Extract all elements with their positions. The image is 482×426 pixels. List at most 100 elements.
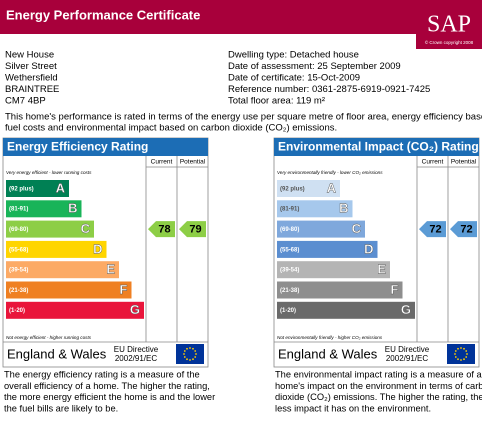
eu-star xyxy=(460,347,462,349)
copyright: © Crown copyright 2008 xyxy=(425,39,474,45)
rating-value: 79 xyxy=(189,224,201,236)
band-letter: F xyxy=(391,282,399,297)
address-line: Silver Street xyxy=(5,61,57,72)
band-letter: G xyxy=(130,302,140,317)
band-letter: D xyxy=(93,241,102,256)
directive: EU Directive xyxy=(385,345,430,354)
eu-star xyxy=(454,353,456,355)
band-letter: D xyxy=(364,241,373,256)
band-letter: F xyxy=(120,282,128,297)
address-line: BRAINTREE xyxy=(5,84,59,95)
detail-line: Date of assessment: 25 September 2009 xyxy=(228,61,401,72)
logo: SAP xyxy=(427,12,471,38)
intro-line: fuel costs and environmental impact base… xyxy=(5,123,337,134)
eu-star xyxy=(460,359,462,361)
band-range: (55-68) xyxy=(280,247,299,253)
description-line: home's impact on the environment in term… xyxy=(275,381,482,391)
band-letter: C xyxy=(352,221,362,236)
rating-band xyxy=(6,180,69,197)
band-letter: A xyxy=(327,180,337,195)
band-range: (92 plus) xyxy=(9,186,34,192)
eu-star xyxy=(183,356,186,358)
detail-line: Dwelling type: Detached house xyxy=(228,50,359,61)
band-letter: B xyxy=(68,201,77,216)
column-header: Potential xyxy=(180,159,206,166)
eu-star xyxy=(186,358,188,361)
band-range: (1-20) xyxy=(9,308,25,314)
description-line: the more energy efficient the home is an… xyxy=(4,392,215,402)
eu-star xyxy=(454,350,457,352)
band-letter: C xyxy=(81,221,91,236)
eu-star xyxy=(192,358,194,361)
band-range: (69-80) xyxy=(280,227,299,233)
band-letter: B xyxy=(339,201,348,216)
rating-band xyxy=(277,301,415,319)
rating-value: 78 xyxy=(158,224,170,236)
band-letter: E xyxy=(106,262,115,277)
panel-title-bar xyxy=(274,138,479,156)
title: Energy Performance Certificate xyxy=(6,7,200,22)
eu-star xyxy=(194,356,197,358)
rating-arrow xyxy=(419,221,446,238)
rating-band xyxy=(6,301,144,319)
column-header: Potential xyxy=(451,159,477,166)
address-line: CM7 4BP xyxy=(5,96,46,107)
eu-star xyxy=(189,347,191,349)
address-line: New House xyxy=(5,50,54,61)
logo-box xyxy=(416,0,482,49)
eu-star xyxy=(454,356,457,358)
description-line: overall efficiency of a home. The higher… xyxy=(4,381,210,391)
band-range: (92 plus) xyxy=(280,186,305,192)
eu-star xyxy=(465,356,468,358)
band-range: (81-91) xyxy=(280,207,299,213)
description-line: The environmental impact rating is a mea… xyxy=(275,369,482,379)
panel-title: Environmental Impact (CO₂) Rating xyxy=(278,140,479,154)
directive: 2002/91/EC xyxy=(386,354,428,363)
description-line: The energy efficiency rating is a measur… xyxy=(4,369,200,379)
band-range: (21-38) xyxy=(9,288,28,294)
eu-star xyxy=(183,353,185,355)
rating-band xyxy=(6,281,132,299)
band-range: (39-54) xyxy=(280,268,299,274)
bottom-note: Not environmentally friendly - higher CO… xyxy=(277,335,383,340)
band-range: (55-68) xyxy=(9,247,28,253)
eu-star xyxy=(194,350,197,352)
top-note: Very environmentally friendly - lower CO… xyxy=(277,170,383,175)
rating-band xyxy=(6,220,94,238)
region: England & Wales xyxy=(7,346,107,361)
rating-band xyxy=(6,261,119,279)
rating-band xyxy=(277,261,390,279)
rating-arrow xyxy=(148,221,175,238)
detail-line: Total floor area: 119 m² xyxy=(228,96,325,107)
band-range: (21-38) xyxy=(280,288,299,294)
eu-star xyxy=(463,358,465,361)
rating-band xyxy=(277,281,403,299)
eu-flag xyxy=(176,344,204,364)
description-line: the fuel bills are likely to be. xyxy=(4,403,118,413)
eu-star xyxy=(186,347,188,350)
eu-star xyxy=(195,353,197,355)
description-line: dioxide (CO₂) emissions. The higher the … xyxy=(275,392,482,402)
detail-line: Reference number: 0361-2875-6919-0921-74… xyxy=(228,84,430,95)
band-range: (81-91) xyxy=(9,207,28,213)
band-letter: A xyxy=(56,180,66,195)
rating-value: 72 xyxy=(460,224,472,236)
bottom-note: Not energy efficient - higher running co… xyxy=(6,335,92,340)
band-letter: E xyxy=(377,262,386,277)
rating-value: 72 xyxy=(429,224,441,236)
description-line: less impact it has on the environment. xyxy=(275,403,431,413)
intro-line: This home's performance is rated in term… xyxy=(5,112,482,123)
column-header: Current xyxy=(151,159,173,166)
eu-star xyxy=(189,359,191,361)
eu-star xyxy=(463,347,465,350)
directive: EU Directive xyxy=(114,345,159,354)
rating-band xyxy=(6,240,107,258)
panel-title-bar xyxy=(3,138,208,156)
region: England & Wales xyxy=(278,346,378,361)
address-line: Wethersfield xyxy=(5,73,58,84)
rating-band xyxy=(277,220,365,238)
eu-star xyxy=(457,347,459,350)
eu-star xyxy=(457,358,459,361)
eu-star xyxy=(465,350,468,352)
